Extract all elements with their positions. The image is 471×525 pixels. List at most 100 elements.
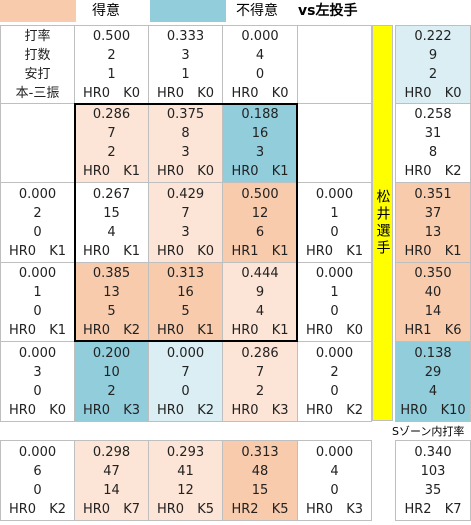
cell-line: HR0 K0 bbox=[156, 164, 214, 179]
cell-line: 0.188 bbox=[241, 107, 279, 122]
cell-line: 2 bbox=[428, 66, 438, 82]
cell-line: 37 bbox=[424, 205, 442, 221]
cell-line: 0.000 bbox=[18, 444, 57, 460]
cell-line: 0.313 bbox=[166, 266, 205, 281]
cell-line: 0.333 bbox=[166, 28, 205, 44]
cell-line: 2 bbox=[33, 205, 42, 221]
cell-line: 0.000 bbox=[18, 186, 57, 202]
cell-line: 14 bbox=[424, 304, 442, 319]
cell-line: HR0 K1 bbox=[305, 243, 363, 259]
cell-line: 4 bbox=[255, 47, 265, 63]
cell: 0.000 1 0 HR0 K1 bbox=[297, 182, 372, 263]
legend-label: 不得意 bbox=[236, 3, 278, 19]
cell bbox=[297, 103, 372, 183]
cell: 0.313 16 5 HR0 K1 bbox=[148, 262, 223, 342]
cell-line: 本-三振 bbox=[15, 85, 60, 101]
legend-swatch-weak bbox=[150, 0, 226, 22]
cell: 0.375 8 3 HR0 K0 bbox=[148, 103, 223, 183]
cell-line: 4 bbox=[428, 383, 438, 399]
cell-line: 4 bbox=[330, 463, 339, 479]
cell-line: HR0 K1 bbox=[156, 323, 214, 338]
cell-line: HR0 K0 bbox=[8, 402, 66, 418]
cell-line: 0.258 bbox=[414, 107, 452, 122]
cell-line: 0.000 bbox=[315, 345, 354, 361]
cell-line: 1 bbox=[33, 285, 42, 300]
cell-line: 0 bbox=[33, 224, 42, 240]
cell-line: HR0 K2 bbox=[156, 402, 214, 418]
cell-line: 0.444 bbox=[241, 266, 279, 281]
cell-line: 0.350 bbox=[414, 266, 452, 281]
cell-line: 35 bbox=[424, 482, 442, 498]
cell: 0.000 4 0 HR0 K3 bbox=[297, 440, 372, 521]
cell-line: HR0 K2 bbox=[404, 164, 462, 179]
cell: 0.200 10 2 HR0 K3 bbox=[74, 341, 149, 422]
cell-line: 7 bbox=[255, 364, 265, 380]
cell: 0.222 9 2 HR0 K0 bbox=[395, 25, 471, 104]
cell-line: 8 bbox=[181, 126, 190, 141]
cell-line: 0.200 bbox=[92, 345, 131, 361]
player-column: 松井選手 bbox=[372, 25, 393, 421]
cell-line: HR0 K3 bbox=[82, 402, 140, 418]
cell-line: 0.000 bbox=[315, 444, 354, 460]
cell-line: HR0 K3 bbox=[231, 402, 289, 418]
cell-line: 0.313 bbox=[241, 444, 279, 460]
cell-line: 2 bbox=[107, 47, 116, 63]
cell-line: 0.138 bbox=[414, 345, 452, 361]
cell: 0.286 7 2 HR0 K1 bbox=[74, 103, 149, 183]
cell-line: 3 bbox=[255, 145, 265, 160]
cell-line: 0.340 bbox=[414, 444, 452, 460]
cell-line: HR1 K1 bbox=[231, 243, 289, 259]
player-name: 松井選手 bbox=[374, 189, 391, 257]
cell: 0.500 12 6 HR1 K1 bbox=[222, 182, 298, 263]
cell-line: HR1 K6 bbox=[404, 323, 462, 338]
legend-swatch-strong bbox=[0, 0, 76, 22]
cell-line: 0.222 bbox=[414, 28, 452, 44]
cell-line: HR0 K1 bbox=[231, 164, 289, 179]
cell-line: 0 bbox=[33, 482, 42, 498]
cell-line: HR0 K3 bbox=[305, 501, 363, 517]
cell-line: HR0 K0 bbox=[305, 323, 363, 338]
cell-line: 12 bbox=[251, 205, 269, 221]
cell-line: 0.267 bbox=[92, 186, 131, 202]
cell-line: 0.385 bbox=[92, 266, 131, 281]
cell: 0.313 48 15 HR2 K5 bbox=[222, 440, 298, 521]
cell-line: 0 bbox=[330, 304, 339, 319]
cell-line: 5 bbox=[181, 304, 190, 319]
cell-line: 47 bbox=[103, 463, 120, 479]
cell-line: 3 bbox=[33, 364, 42, 380]
cell-line: 7 bbox=[107, 126, 116, 141]
cell-line: HR0 K1 bbox=[82, 243, 140, 259]
cell-line: 14 bbox=[103, 482, 120, 498]
cell-line: 7 bbox=[181, 205, 190, 221]
zone-label: Sゾーン内打率 bbox=[392, 425, 465, 438]
cell: 0.333 3 1 HR0 K0 bbox=[148, 25, 223, 104]
cell: 0.429 7 3 HR0 K0 bbox=[148, 182, 223, 263]
cell-line: HR0 K2 bbox=[305, 402, 363, 418]
cell-line: 2 bbox=[107, 145, 116, 160]
cell-line: 0.298 bbox=[92, 444, 131, 460]
cell-line: 16 bbox=[177, 285, 194, 300]
cell-line: 0.000 bbox=[18, 345, 57, 361]
cell-line: 6 bbox=[33, 463, 42, 479]
cell-line: 1 bbox=[107, 66, 116, 82]
cell: 0.188 16 3 HR0 K1 bbox=[222, 103, 298, 183]
cell-line: 13 bbox=[424, 224, 442, 240]
cell-line: HR0 K0 bbox=[156, 243, 214, 259]
cell-line: 1 bbox=[181, 66, 190, 82]
cell-line: HR2 K7 bbox=[404, 501, 462, 517]
cell-line: 0.286 bbox=[92, 107, 131, 122]
cell-line: 0.000 bbox=[18, 266, 57, 281]
cell-line: 13 bbox=[103, 285, 120, 300]
cell-line: 0 bbox=[330, 482, 339, 498]
cell-line: HR0 K0 bbox=[82, 85, 140, 101]
cell: 0.286 7 2 HR0 K3 bbox=[222, 341, 298, 422]
cell-line: 0.351 bbox=[414, 186, 452, 202]
cell: 0.340 103 35 HR2 K7 bbox=[395, 440, 471, 521]
cell-line: 3 bbox=[181, 47, 190, 63]
cell: 0.351 37 13 HR0 K1 bbox=[395, 182, 471, 263]
cell: 0.000 3 0 HR0 K0 bbox=[0, 341, 75, 422]
cell-line: HR0 K7 bbox=[82, 501, 140, 517]
cell-line: 0.293 bbox=[166, 444, 205, 460]
cell-line: 3 bbox=[181, 224, 190, 240]
